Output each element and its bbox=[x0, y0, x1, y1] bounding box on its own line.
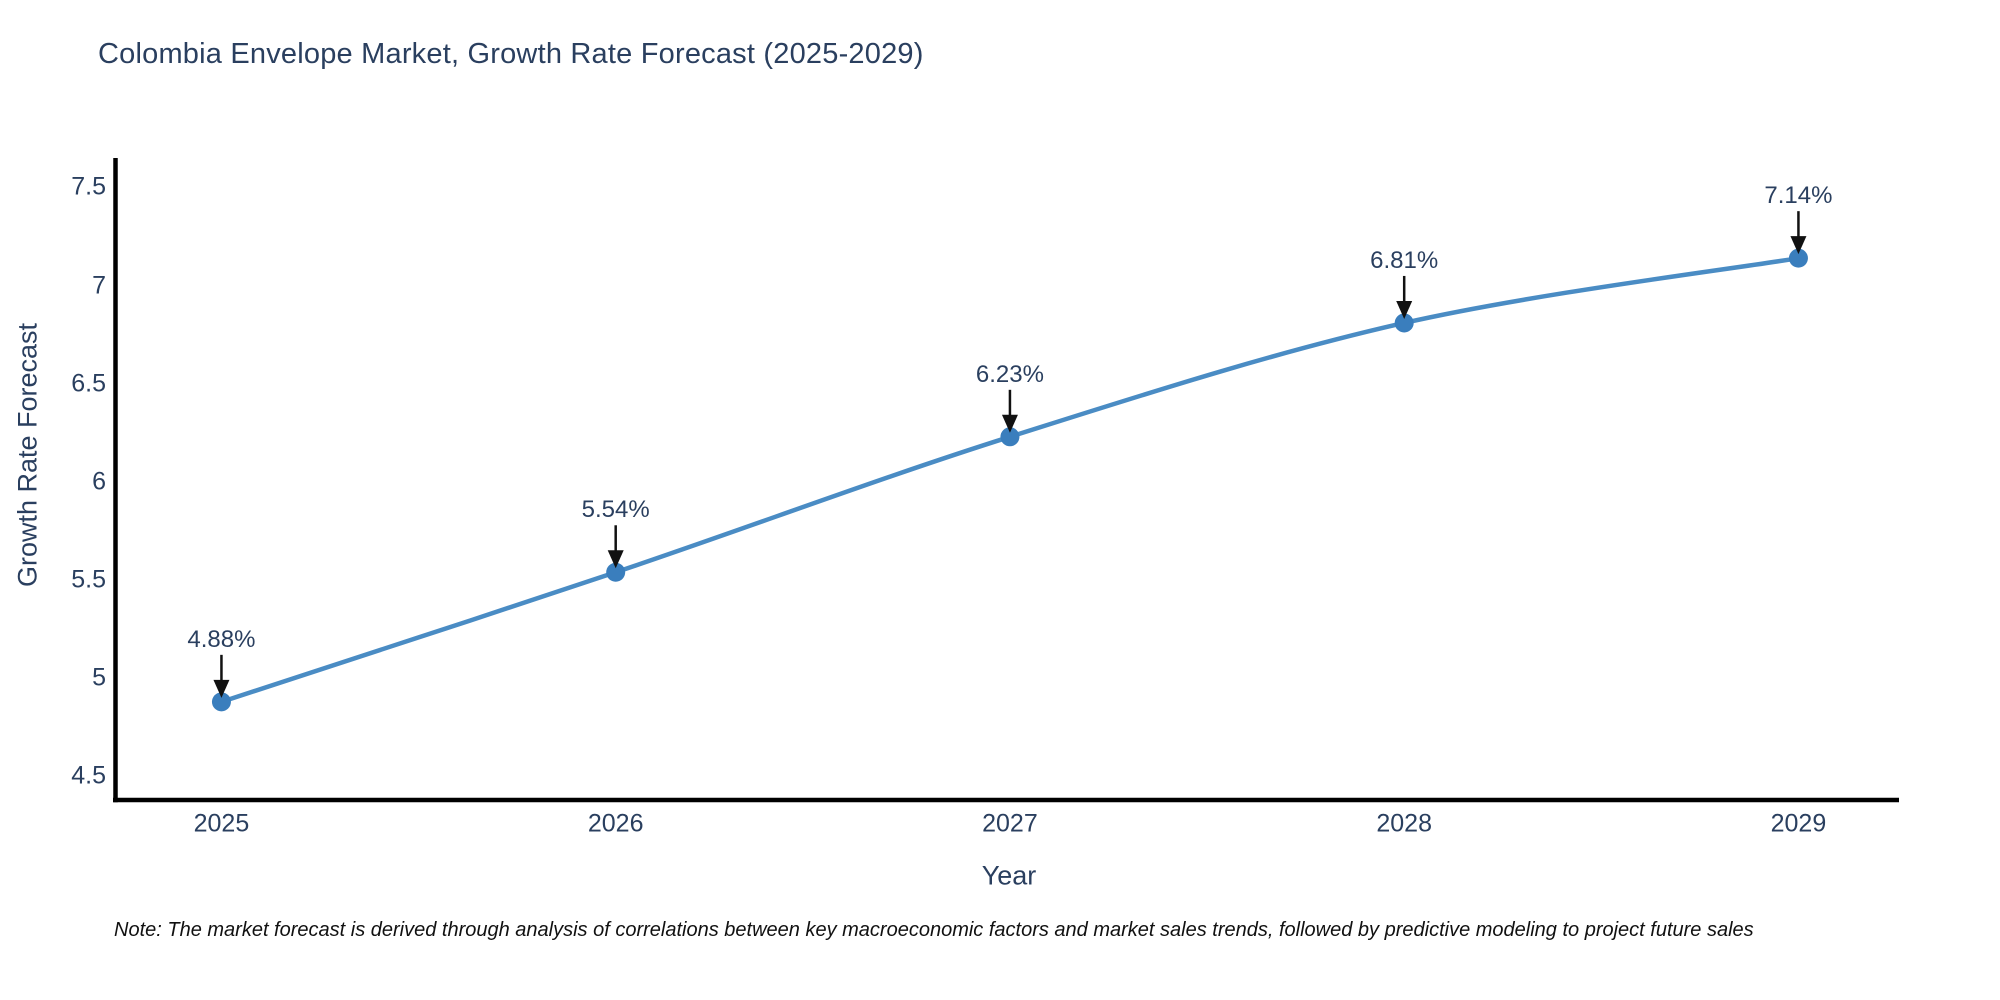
y-tick-label: 6 bbox=[92, 467, 106, 496]
y-tick-label: 7.5 bbox=[71, 172, 106, 201]
data-point-marker bbox=[606, 562, 626, 582]
data-point-marker bbox=[1000, 427, 1020, 447]
point-value-label: 5.54% bbox=[581, 496, 650, 524]
point-value-label: 6.23% bbox=[975, 360, 1044, 388]
data-point-marker bbox=[1394, 313, 1414, 333]
chart-title: Colombia Envelope Market, Growth Rate Fo… bbox=[98, 38, 924, 70]
x-tick-label: 2025 bbox=[193, 809, 250, 838]
annotation-arrow-head bbox=[1790, 236, 1807, 255]
point-value-label: 7.14% bbox=[1764, 182, 1833, 210]
x-tick-label: 2027 bbox=[982, 809, 1038, 838]
annotation-arrow-head bbox=[1396, 300, 1413, 319]
annotation-arrow-head bbox=[1001, 414, 1018, 433]
annotation-arrow-head bbox=[607, 550, 624, 569]
y-axis-title: Growth Rate Forecast bbox=[12, 322, 43, 588]
annotation-arrow-head bbox=[213, 679, 230, 698]
x-axis-title: Year bbox=[981, 860, 1037, 891]
y-tick-label: 7 bbox=[92, 271, 106, 300]
y-tick-label: 5 bbox=[92, 663, 106, 692]
x-tick-label: 2029 bbox=[1770, 809, 1827, 838]
y-tick-label: 5.5 bbox=[71, 565, 106, 594]
point-value-label: 6.81% bbox=[1370, 246, 1439, 274]
y-tick-label: 6.5 bbox=[71, 369, 106, 398]
series-line bbox=[219, 255, 1801, 705]
data-point-marker bbox=[1788, 248, 1808, 268]
point-value-label: 4.88% bbox=[187, 625, 256, 653]
x-tick-label: 2028 bbox=[1376, 809, 1432, 838]
y-tick-label: 4.5 bbox=[71, 761, 106, 790]
x-tick-label: 2026 bbox=[587, 809, 644, 838]
data-point-marker bbox=[211, 692, 231, 712]
chart-note: Note: The market forecast is derived thr… bbox=[114, 919, 1754, 941]
